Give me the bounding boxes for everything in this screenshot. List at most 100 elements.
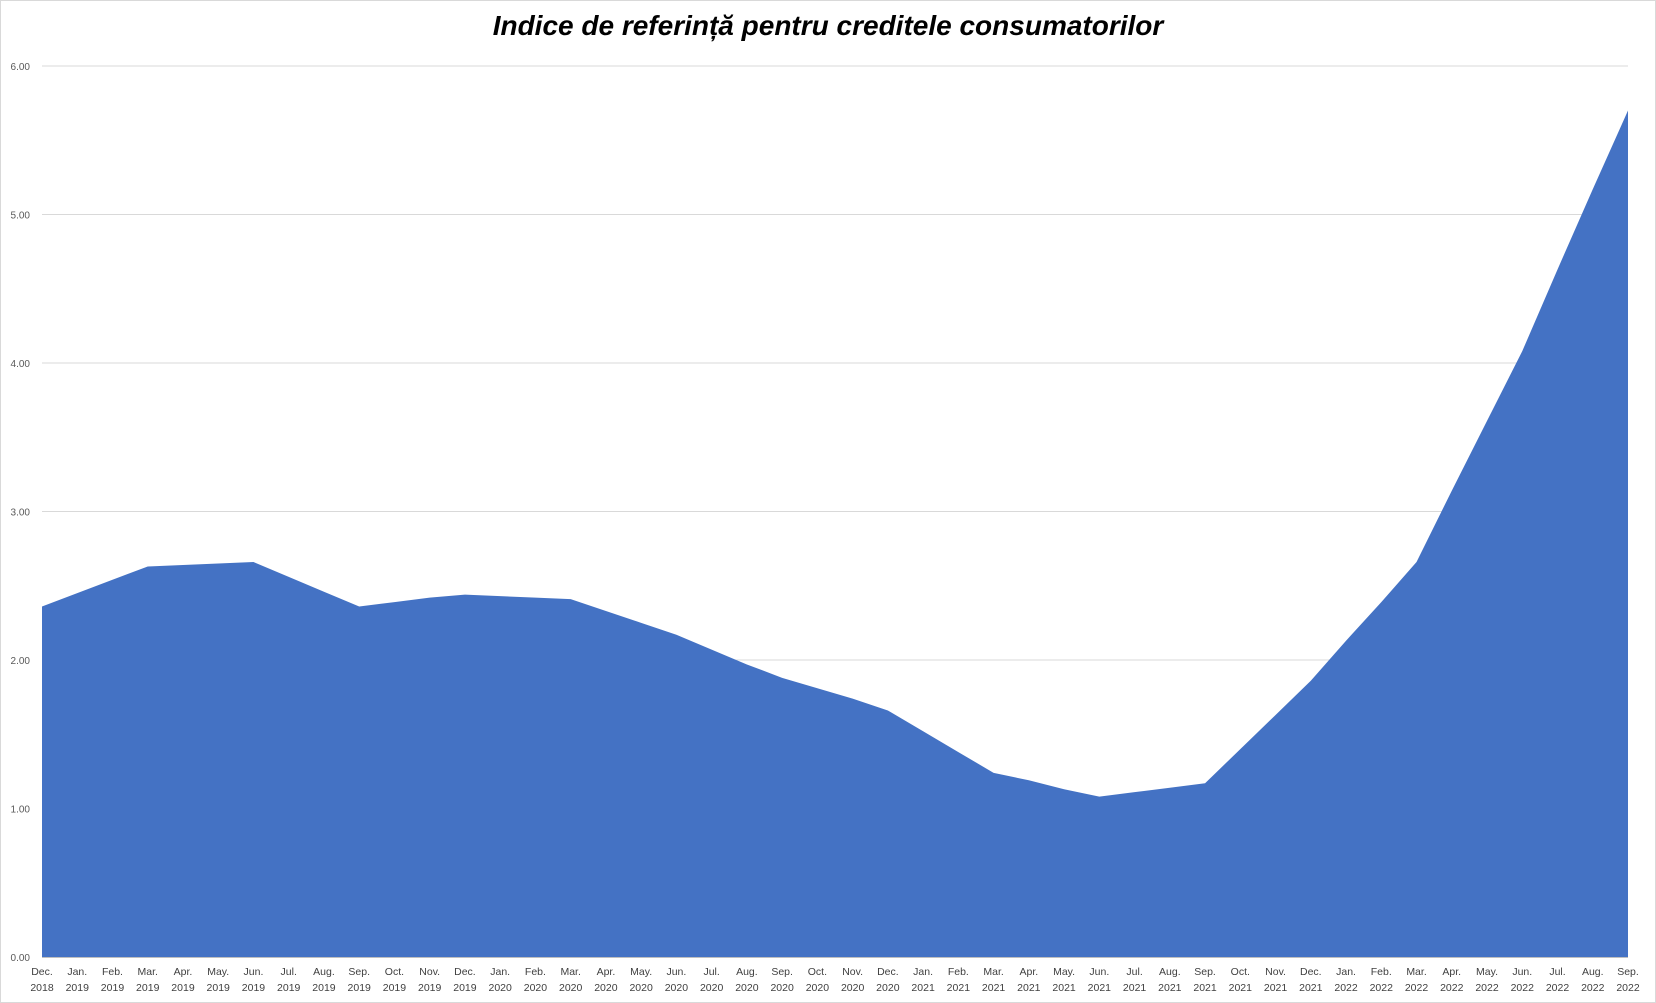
y-tick-label: 4.00 xyxy=(11,359,31,370)
area-series xyxy=(41,110,1629,958)
x-tick-year: 2021 xyxy=(1229,982,1253,994)
x-tick-year: 2022 xyxy=(1334,982,1358,994)
x-tick-month: Sep. xyxy=(1194,966,1216,978)
x-tick-year: 2021 xyxy=(982,982,1006,994)
x-tick-year: 2020 xyxy=(770,982,794,994)
x-tick-month: Jul. xyxy=(703,966,719,978)
area-fill xyxy=(42,110,1628,958)
x-tick-month: Jun. xyxy=(1512,966,1532,978)
x-tick-year: 2021 xyxy=(1264,982,1288,994)
x-tick-month: Feb. xyxy=(525,966,546,978)
x-tick-month: Aug. xyxy=(736,966,758,978)
x-tick-month: Jun. xyxy=(1089,966,1109,978)
y-tick-label: 2.00 xyxy=(11,656,31,667)
x-tick-month: Apr. xyxy=(597,966,616,978)
x-tick-year: 2022 xyxy=(1511,982,1535,994)
x-tick-month: Sep. xyxy=(1617,966,1639,978)
x-tick-month: Mar. xyxy=(138,966,158,978)
x-tick-month: Sep. xyxy=(348,966,370,978)
x-tick-year: 2020 xyxy=(488,982,512,994)
x-tick-month: Feb. xyxy=(1371,966,1392,978)
x-tick-year: 2021 xyxy=(1193,982,1217,994)
x-tick-year: 2019 xyxy=(453,982,477,994)
y-tick-label: 5.00 xyxy=(11,211,31,222)
x-tick-year: 2021 xyxy=(1017,982,1041,994)
x-tick-month: Nov. xyxy=(419,966,440,978)
x-tick-month: Nov. xyxy=(842,966,863,978)
x-tick-year: 2020 xyxy=(665,982,689,994)
x-tick-year: 2019 xyxy=(101,982,125,994)
x-tick-month: Jun. xyxy=(666,966,686,978)
x-tick-year: 2021 xyxy=(911,982,935,994)
x-tick-year: 2022 xyxy=(1370,982,1394,994)
x-tick-year: 2019 xyxy=(242,982,266,994)
x-tick-year: 2019 xyxy=(277,982,301,994)
y-tick-labels: 0.00 1.00 2.00 3.00 4.00 5.00 6.00 xyxy=(11,62,31,964)
x-tick-month: Dec. xyxy=(31,966,53,978)
x-tick-year: 2020 xyxy=(594,982,618,994)
x-tick-year: 2019 xyxy=(418,982,442,994)
x-tick-month: Jan. xyxy=(1336,966,1356,978)
x-tick-month: Sep. xyxy=(771,966,793,978)
x-tick-year: 2020 xyxy=(806,982,830,994)
x-tick-year: 2020 xyxy=(559,982,583,994)
x-tick-year: 2022 xyxy=(1581,982,1605,994)
x-tick-year: 2022 xyxy=(1616,982,1640,994)
x-tick-month: Apr. xyxy=(174,966,193,978)
x-tick-month: Dec. xyxy=(877,966,899,978)
y-tick-label: 1.00 xyxy=(11,805,31,816)
x-tick-year: 2021 xyxy=(1123,982,1147,994)
chart-title: Indice de referință pentru creditele con… xyxy=(492,10,1164,41)
x-tick-month: Aug. xyxy=(1582,966,1604,978)
x-tick-month: May. xyxy=(207,966,229,978)
x-tick-month: Apr. xyxy=(1020,966,1039,978)
x-tick-year: 2022 xyxy=(1546,982,1570,994)
x-tick-month: Jan. xyxy=(913,966,933,978)
x-tick-year: 2020 xyxy=(735,982,759,994)
x-tick-month: Jul. xyxy=(1549,966,1565,978)
x-tick-year: 2019 xyxy=(348,982,372,994)
x-tick-month: Apr. xyxy=(1442,966,1461,978)
x-tick-month: Jun. xyxy=(244,966,264,978)
x-tick-month: Jan. xyxy=(67,966,87,978)
x-tick-month: Mar. xyxy=(1406,966,1426,978)
y-tick-label: 6.00 xyxy=(11,62,31,73)
x-tick-month: Jan. xyxy=(490,966,510,978)
x-tick-year: 2022 xyxy=(1440,982,1464,994)
x-tick-month: Dec. xyxy=(1300,966,1322,978)
x-tick-year: 2022 xyxy=(1405,982,1429,994)
y-tick-label: 3.00 xyxy=(11,508,31,519)
x-tick-month: Oct. xyxy=(808,966,827,978)
x-tick-month: Feb. xyxy=(948,966,969,978)
x-tick-month: Mar. xyxy=(983,966,1003,978)
x-tick-year: 2021 xyxy=(947,982,971,994)
x-tick-month: Nov. xyxy=(1265,966,1286,978)
x-tick-year: 2020 xyxy=(841,982,865,994)
x-tick-year: 2019 xyxy=(207,982,231,994)
x-tick-month: Aug. xyxy=(1159,966,1181,978)
x-tick-year: 2019 xyxy=(136,982,160,994)
x-tick-month: Feb. xyxy=(102,966,123,978)
y-tick-label: 0.00 xyxy=(11,953,31,964)
x-tick-month: May. xyxy=(630,966,652,978)
x-tick-year: 2019 xyxy=(171,982,195,994)
x-tick-month: Jul. xyxy=(281,966,297,978)
x-tick-year: 2020 xyxy=(629,982,653,994)
x-tick-year: 2020 xyxy=(524,982,548,994)
x-tick-year: 2020 xyxy=(700,982,724,994)
x-tick-month: Oct. xyxy=(385,966,404,978)
x-tick-year: 2019 xyxy=(66,982,90,994)
x-tick-year: 2019 xyxy=(312,982,336,994)
x-tick-month: May. xyxy=(1053,966,1075,978)
x-tick-month: Dec. xyxy=(454,966,476,978)
x-tick-year: 2022 xyxy=(1475,982,1499,994)
x-tick-labels: Dec. 2018 Jan. 2019 Feb. 2019 Mar. 2019 Apr. 2019… xyxy=(30,966,1640,994)
x-tick-year: 2018 xyxy=(30,982,54,994)
x-tick-year: 2021 xyxy=(1299,982,1323,994)
x-tick-year: 2021 xyxy=(1052,982,1076,994)
x-tick-month: Oct. xyxy=(1231,966,1250,978)
x-tick-month: Aug. xyxy=(313,966,335,978)
x-tick-month: May. xyxy=(1476,966,1498,978)
x-tick-year: 2019 xyxy=(383,982,407,994)
